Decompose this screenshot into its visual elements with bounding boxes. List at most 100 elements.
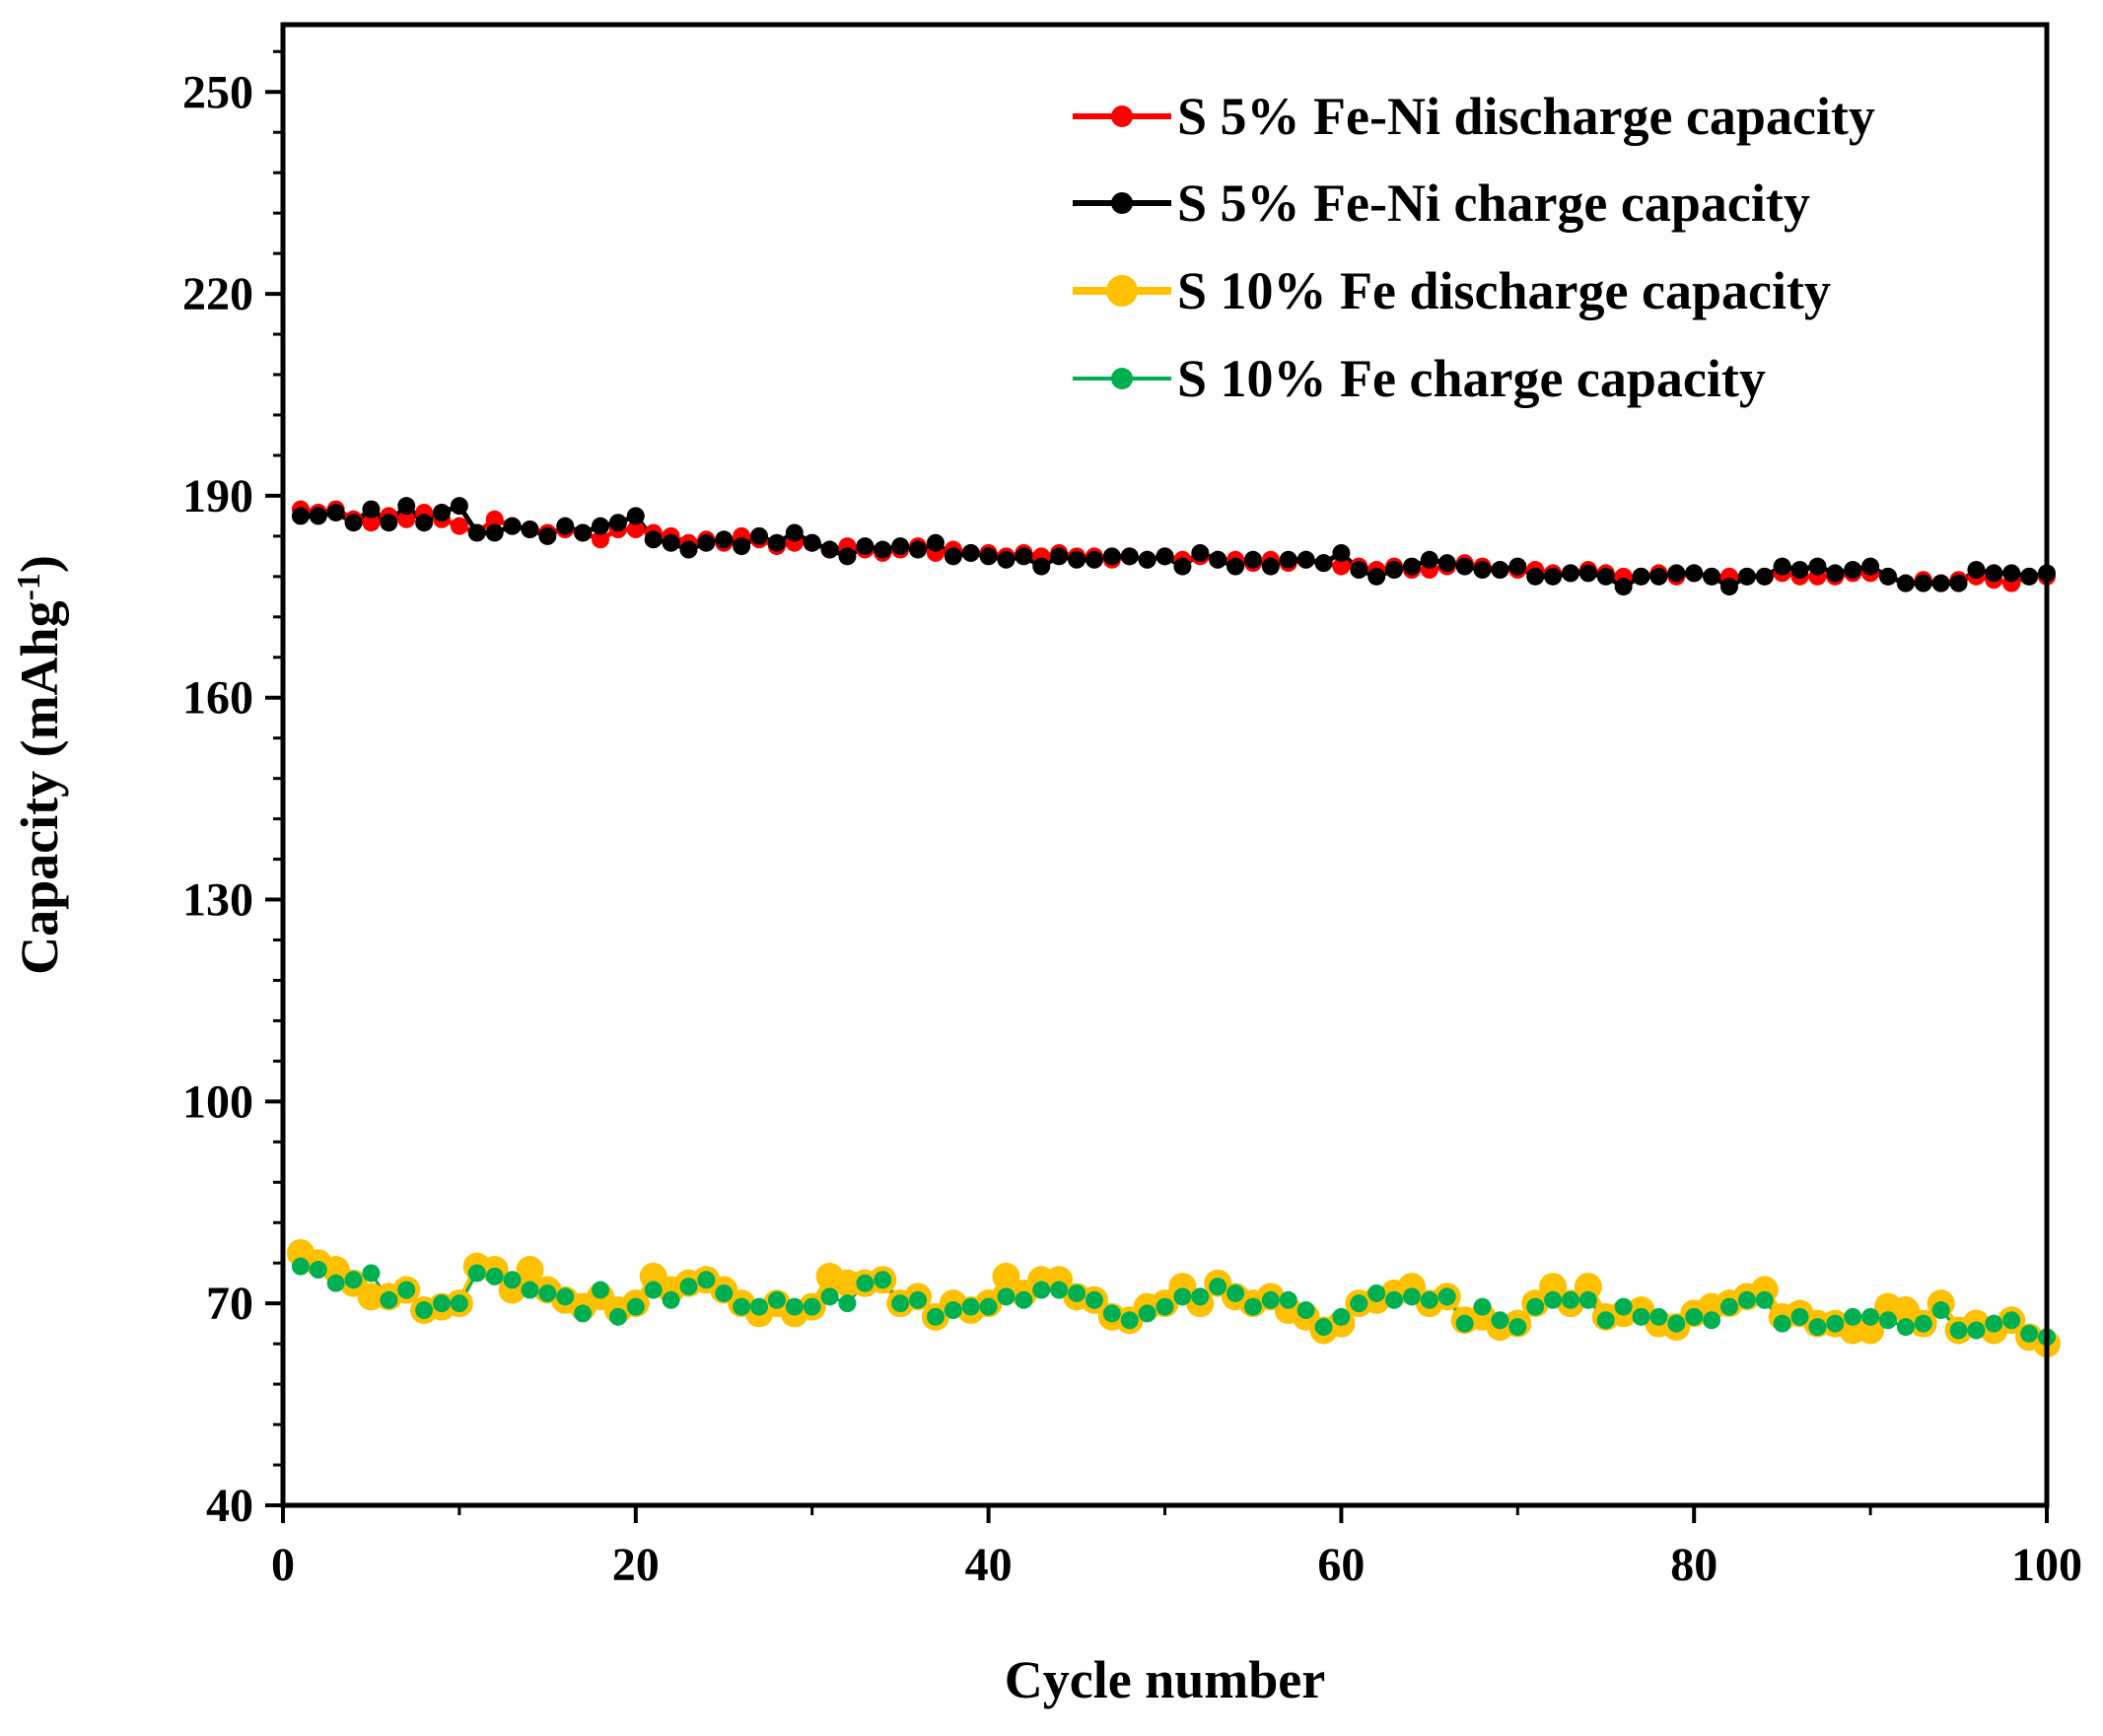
data-point	[803, 533, 821, 552]
data-point	[1385, 561, 1404, 580]
data-point	[344, 514, 363, 532]
plot-markers	[286, 497, 2061, 1358]
data-point	[767, 1290, 786, 1309]
series-markers-4	[291, 1257, 2056, 1347]
data-point	[909, 540, 928, 559]
legend-entry-2: S 5% Fe-Ni charge capacity	[1073, 174, 1810, 233]
data-point	[891, 1294, 910, 1313]
data-point	[326, 1274, 345, 1292]
x-axis: 0 20 40 60 80 100	[271, 1505, 2082, 1591]
data-point	[1314, 554, 1333, 573]
data-point	[1191, 1287, 1210, 1306]
data-point	[697, 533, 716, 552]
data-point	[1685, 1307, 1704, 1326]
data-point	[803, 1297, 821, 1316]
data-point	[2002, 564, 2021, 583]
data-point	[556, 1287, 575, 1306]
data-point	[1578, 1290, 1597, 1309]
data-point	[1755, 1290, 1774, 1309]
data-point	[1102, 1304, 1121, 1323]
data-point	[733, 537, 751, 556]
data-point	[521, 521, 539, 539]
data-point	[715, 1284, 734, 1302]
data-point	[944, 1301, 962, 1320]
data-point	[1332, 1307, 1351, 1326]
data-point	[1138, 1304, 1157, 1323]
legend-label: S 5% Fe-Ni discharge capacity	[1177, 87, 1875, 146]
y-axis: 40 70 100 130 160 190 220 250	[182, 49, 283, 1532]
data-point	[1878, 1311, 1897, 1330]
data-point	[1561, 564, 1579, 583]
data-point	[820, 540, 839, 559]
data-point	[450, 517, 468, 535]
data-point	[1173, 557, 1192, 576]
data-point	[538, 526, 557, 545]
data-point	[1402, 1287, 1421, 1306]
data-point	[362, 1264, 381, 1283]
x-tick-label: 20	[612, 1539, 660, 1591]
data-point	[1967, 561, 1986, 580]
data-point	[1314, 1318, 1333, 1337]
data-point	[1156, 1297, 1174, 1316]
data-point	[1896, 574, 1915, 592]
data-point	[503, 1271, 522, 1289]
data-point	[1437, 1287, 1456, 1306]
legend-entry-3: S 10% Fe discharge capacity	[1073, 261, 1831, 320]
data-point	[1844, 1307, 1862, 1326]
data-point	[538, 1284, 557, 1302]
data-point	[1632, 1307, 1650, 1326]
data-point	[1068, 1284, 1087, 1302]
data-point	[979, 547, 998, 566]
data-point	[1596, 567, 1615, 586]
data-point	[1015, 547, 1033, 566]
data-point	[1931, 574, 1950, 592]
data-point	[1861, 557, 1880, 576]
data-point	[1120, 547, 1139, 566]
legend-label: S 5% Fe-Ni charge capacity	[1177, 174, 1810, 233]
data-point	[1737, 567, 1756, 586]
legend-label: S 10% Fe charge capacity	[1177, 349, 1766, 408]
data-point	[1826, 1314, 1845, 1333]
data-point	[1578, 564, 1597, 583]
data-point	[1367, 567, 1386, 586]
data-point	[556, 517, 575, 535]
data-point	[1120, 1311, 1139, 1330]
data-point	[1455, 557, 1474, 576]
data-point	[326, 503, 345, 521]
data-point	[1844, 561, 1862, 580]
data-point	[679, 1278, 698, 1296]
data-point	[592, 530, 610, 549]
data-point	[838, 1294, 857, 1313]
data-point	[1719, 578, 1738, 596]
data-point	[1790, 1307, 1809, 1326]
data-point	[1085, 550, 1103, 569]
data-point	[1914, 1314, 1932, 1333]
legend-entry-4: S 10% Fe charge capacity	[1073, 349, 1766, 408]
data-point	[1455, 1314, 1474, 1333]
data-point	[874, 540, 892, 559]
data-point	[2020, 567, 2039, 586]
data-point	[592, 517, 610, 535]
data-point	[503, 517, 522, 535]
data-point	[626, 1297, 645, 1316]
data-point	[944, 547, 962, 566]
data-point	[626, 507, 645, 525]
data-point	[467, 523, 486, 542]
legend-marker	[1111, 192, 1133, 214]
data-point	[516, 1256, 544, 1285]
y-axis-title: Capacity (mAhg-1)	[10, 555, 69, 975]
data-point	[961, 1297, 980, 1316]
data-point	[1649, 567, 1668, 586]
data-point	[874, 1271, 892, 1289]
data-point	[1491, 1311, 1509, 1330]
data-point	[856, 1274, 875, 1292]
data-point	[891, 537, 910, 556]
data-point	[574, 1304, 593, 1323]
data-point	[1649, 1307, 1668, 1326]
data-point	[1861, 1307, 1880, 1326]
data-point	[1050, 547, 1069, 566]
data-point	[644, 1281, 663, 1299]
data-point	[1703, 567, 1721, 586]
data-point	[697, 1271, 716, 1289]
